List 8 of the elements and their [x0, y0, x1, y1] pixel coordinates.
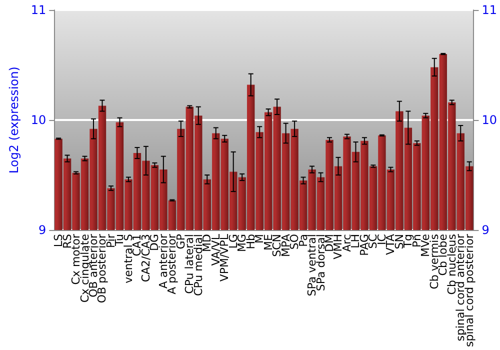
y-tick-label: 10 — [30, 113, 46, 128]
x-tick-label: A posterior — [166, 234, 179, 294]
y2-tick-label: 10 — [482, 113, 498, 128]
y2-tick-label: 11 — [482, 3, 498, 17]
y2-tick-label: 9 — [482, 223, 490, 238]
y-tick-label: 9 — [38, 223, 46, 238]
y-axis-title: Log2 (expression) — [7, 66, 21, 174]
y-tick-label: 11 — [30, 3, 46, 17]
